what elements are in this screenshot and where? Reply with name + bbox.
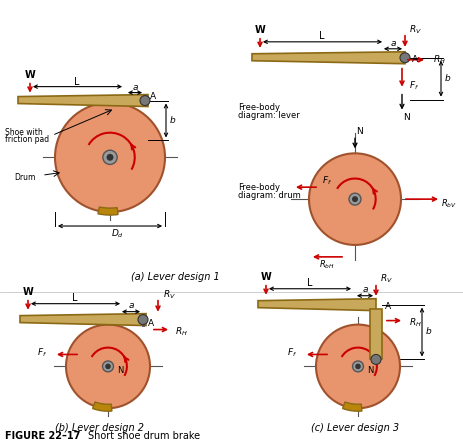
Text: a: a <box>128 301 133 310</box>
Text: $F_f$: $F_f$ <box>321 175 332 187</box>
Text: b: b <box>444 74 450 83</box>
Text: N: N <box>366 366 372 375</box>
Text: Free-body: Free-body <box>238 183 279 192</box>
Text: W: W <box>25 70 35 80</box>
Circle shape <box>399 53 409 63</box>
Text: Short shoe drum brake: Short shoe drum brake <box>88 431 200 441</box>
Polygon shape <box>20 314 146 326</box>
Text: $R_V$: $R_V$ <box>408 23 421 36</box>
Text: W: W <box>260 272 271 282</box>
Text: $R_V$: $R_V$ <box>163 289 175 301</box>
Text: W: W <box>23 287 33 297</box>
Text: $F_f$: $F_f$ <box>408 80 418 92</box>
Text: L: L <box>74 76 80 87</box>
Text: W: W <box>254 25 265 35</box>
Polygon shape <box>369 309 381 359</box>
Text: N: N <box>403 113 409 122</box>
Text: A: A <box>148 319 154 328</box>
Circle shape <box>55 103 165 212</box>
Text: friction pad: friction pad <box>5 135 49 144</box>
Text: A: A <box>384 302 390 311</box>
Text: (a) Lever design 1: (a) Lever design 1 <box>131 272 219 282</box>
Text: $R_V$: $R_V$ <box>379 273 392 285</box>
Text: b: b <box>170 116 175 125</box>
Text: $R_H$: $R_H$ <box>432 53 445 66</box>
Text: $D_d$: $D_d$ <box>111 228 124 240</box>
Text: a: a <box>362 285 367 294</box>
Text: diagram: drum: diagram: drum <box>238 191 300 200</box>
Text: Drum: Drum <box>14 173 35 182</box>
Circle shape <box>140 95 150 106</box>
Circle shape <box>107 155 113 160</box>
Text: a: a <box>132 83 138 92</box>
Text: diagram: lever: diagram: lever <box>238 111 299 120</box>
Text: (c) Lever design 3: (c) Lever design 3 <box>310 423 398 433</box>
Polygon shape <box>257 299 375 311</box>
Circle shape <box>352 197 357 202</box>
Circle shape <box>106 364 110 369</box>
Circle shape <box>348 193 360 205</box>
Text: $R_{bV}$: $R_{bV}$ <box>440 198 456 210</box>
Polygon shape <box>251 52 404 64</box>
Circle shape <box>315 324 399 408</box>
Circle shape <box>370 354 380 364</box>
Text: FIGURE 22–17: FIGURE 22–17 <box>5 431 80 441</box>
Text: L: L <box>307 278 312 288</box>
Circle shape <box>308 153 400 245</box>
Text: $F_f$: $F_f$ <box>286 346 296 359</box>
Text: $R_H$: $R_H$ <box>175 325 188 338</box>
Circle shape <box>66 324 150 408</box>
Wedge shape <box>98 207 118 215</box>
Text: $R_H$: $R_H$ <box>408 316 421 329</box>
Wedge shape <box>342 402 361 411</box>
Text: L: L <box>319 31 324 41</box>
Text: Free-body: Free-body <box>238 103 279 112</box>
Text: (b) Lever design 2: (b) Lever design 2 <box>56 423 144 433</box>
Wedge shape <box>93 402 112 411</box>
Text: L: L <box>72 293 78 303</box>
Text: A: A <box>150 92 156 101</box>
Text: a: a <box>389 39 395 48</box>
Circle shape <box>352 361 363 372</box>
Circle shape <box>138 315 148 324</box>
Text: A: A <box>411 55 417 64</box>
Text: N: N <box>356 127 363 136</box>
Circle shape <box>103 150 117 164</box>
Polygon shape <box>18 95 148 107</box>
Circle shape <box>102 361 113 372</box>
Text: $F_f$: $F_f$ <box>37 346 47 359</box>
Text: b: b <box>425 327 431 336</box>
Text: N: N <box>117 366 123 375</box>
Circle shape <box>355 364 359 369</box>
Text: Shoe with: Shoe with <box>5 128 43 137</box>
Text: $R_{bH}$: $R_{bH}$ <box>319 259 334 271</box>
